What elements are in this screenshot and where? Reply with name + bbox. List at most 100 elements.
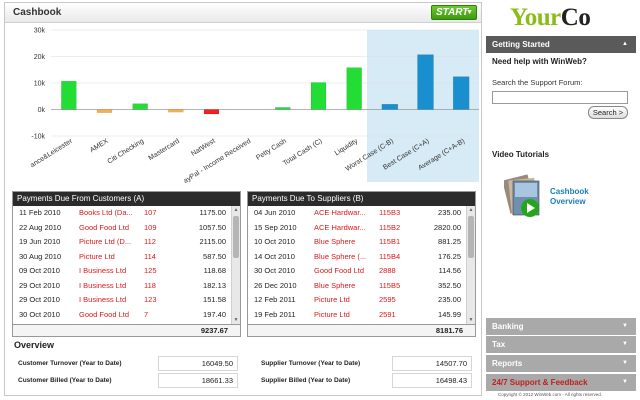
row-name[interactable]: Blue Sphere (... (314, 251, 367, 261)
row-date: 22 Aug 2010 (19, 222, 62, 232)
chart-bar (168, 109, 184, 113)
table-row[interactable]: 30 Oct 2010 Good Food Ltd 7 197.40 (13, 308, 240, 323)
row-name[interactable]: Picture Ltd (D... (79, 237, 132, 246)
search-forum-input[interactable] (492, 91, 628, 104)
row-amount: 118.68 (203, 266, 226, 275)
row-name[interactable]: Books Ltd (Da... (79, 208, 133, 217)
row-ref[interactable]: 115B3 (379, 208, 401, 217)
scroll-down-icon[interactable]: ▼ (468, 317, 474, 323)
chart-bar (132, 103, 148, 110)
chart-bar (61, 80, 77, 110)
start-button[interactable]: START ▼ (431, 5, 477, 20)
table-row[interactable]: 22 Aug 2010 Good Food Ltd 109 1057.50 (13, 221, 240, 236)
table-row[interactable]: 04 Jun 2010 ACE Hardwar... 115B3 235.00 (248, 206, 475, 221)
table-row[interactable]: 11 Feb 2010 Books Ltd (Da... 107 1175.00 (13, 206, 240, 221)
row-date: 26 Dec 2010 (254, 280, 297, 290)
row-ref[interactable]: 107 (144, 208, 157, 217)
customers-table: Payments Due From Customers (A) 11 Feb 2… (12, 191, 241, 337)
supplier-billed-value: 16498.43 (392, 373, 472, 388)
row-name[interactable]: Good Food Ltd (79, 222, 130, 232)
row-ref[interactable]: 109 (144, 222, 157, 232)
row-name[interactable]: Picture Ltd (314, 295, 350, 304)
chart-bar (203, 109, 220, 115)
chart-bar (381, 103, 399, 110)
row-name[interactable]: I Business Ltd (79, 280, 127, 290)
x-tick-label: ance&Leicester (29, 137, 74, 169)
support-feedback-header[interactable]: 24/7 Support & Feedback ▼ (486, 374, 636, 391)
table-row[interactable]: 19 Jun 2010 Picture Ltd (D... 112 2115.00 (13, 235, 240, 250)
row-ref[interactable]: 7 (144, 309, 149, 319)
suppliers-scroll-thumb[interactable] (468, 216, 474, 258)
row-ref[interactable]: 112 (144, 237, 156, 246)
row-name[interactable]: Picture Ltd (79, 251, 115, 261)
row-date: 30 Aug 2010 (19, 251, 62, 261)
customers-scroll-thumb[interactable] (233, 216, 239, 258)
table-row[interactable]: 10 Oct 2010 Blue Sphere 115B1 881.25 (248, 235, 475, 250)
row-ref[interactable]: 2595 (379, 295, 396, 304)
row-amount: 587.50 (203, 251, 226, 261)
table-row[interactable]: 19 Feb 2011 Picture Ltd 2591 145.99 (248, 308, 475, 323)
table-row[interactable]: 14 Oct 2010 Blue Sphere (... 115B4 176.25 (248, 250, 475, 265)
row-amount: 197.40 (203, 309, 226, 319)
row-amount: 151.58 (203, 295, 226, 304)
row-ref[interactable]: 114 (144, 251, 156, 261)
banking-header[interactable]: Banking ▼ (486, 318, 636, 335)
suppliers-scrollbar[interactable]: ▲ ▼ (466, 206, 475, 324)
row-ref[interactable]: 115B4 (379, 251, 401, 261)
row-ref[interactable]: 2591 (379, 309, 396, 319)
row-name[interactable]: Good Food Ltd (314, 266, 365, 275)
row-name[interactable]: ACE Hardwar... (314, 208, 366, 217)
tax-header[interactable]: Tax ▼ (486, 336, 636, 353)
tax-label: Tax (492, 340, 506, 349)
scroll-up-icon[interactable]: ▲ (468, 207, 474, 213)
table-row[interactable]: 26 Dec 2010 Blue Sphere 115B5 352.50 (248, 279, 475, 294)
table-row[interactable]: 30 Aug 2010 Picture Ltd 114 587.50 (13, 250, 240, 265)
customers-table-footer: 9237.67 (13, 324, 240, 336)
row-amount: 176.25 (438, 251, 461, 261)
suppliers-table-title: Payments Due To Suppliers (B) (248, 192, 475, 206)
customer-turnover-value: 16049.50 (158, 356, 238, 371)
copyright-text: Copyright © 2012 WinWeb.com - All rights… (498, 392, 603, 397)
overview-section: Overview Customer Turnover (Year to Date… (12, 340, 477, 395)
reports-header[interactable]: Reports ▼ (486, 355, 636, 372)
row-date: 19 Feb 2011 (254, 309, 296, 319)
row-ref[interactable]: 123 (144, 295, 157, 304)
sidebar: YourCo Getting Started ▲ Need help with … (486, 0, 640, 400)
suppliers-table: Payments Due To Suppliers (B) 04 Jun 201… (247, 191, 476, 337)
getting-started-header[interactable]: Getting Started ▲ (486, 36, 636, 53)
row-date: 30 Oct 2010 (19, 309, 60, 319)
row-name[interactable]: Good Food Ltd (79, 309, 130, 319)
table-row[interactable]: 30 Oct 2010 Good Food Ltd 2888 114.56 (248, 264, 475, 279)
search-button[interactable]: Search > (588, 106, 628, 119)
row-ref[interactable]: 115B2 (379, 222, 401, 232)
getting-started-body: Need help with WinWeb? Search the Suppor… (486, 53, 636, 313)
table-row[interactable]: 29 Oct 2010 I Business Ltd 118 182.13 (13, 279, 240, 294)
y-tick-label: 20k (34, 54, 46, 61)
row-ref[interactable]: 118 (144, 280, 156, 290)
row-name[interactable]: Blue Sphere (314, 237, 356, 246)
scroll-down-icon[interactable]: ▼ (233, 317, 239, 323)
row-name[interactable]: I Business Ltd (79, 295, 127, 304)
row-ref[interactable]: 115B5 (379, 280, 401, 290)
row-ref[interactable]: 125 (144, 266, 157, 275)
row-name[interactable]: ACE Hardwar... (314, 222, 366, 232)
customers-scrollbar[interactable]: ▲ ▼ (231, 206, 240, 324)
row-amount: 1175.00 (199, 208, 226, 217)
table-row[interactable]: 15 Sep 2010 ACE Hardwar... 115B2 2820.00 (248, 221, 475, 236)
row-name[interactable]: Blue Sphere (314, 280, 356, 290)
customer-billed-label: Customer Billed (Year to Date) (18, 377, 112, 384)
row-ref[interactable]: 2888 (379, 266, 396, 275)
video-play-icon[interactable] (504, 173, 546, 219)
table-row[interactable]: 09 Oct 2010 I Business Ltd 125 118.68 (13, 264, 240, 279)
row-name[interactable]: I Business Ltd (79, 266, 127, 275)
search-forum-label: Search the Support Forum: (492, 78, 583, 87)
table-row[interactable]: 29 Oct 2010 I Business Ltd 123 151.58 (13, 293, 240, 308)
row-name[interactable]: Picture Ltd (314, 309, 350, 319)
x-tick-label: NatWest (190, 138, 216, 158)
table-row[interactable]: 12 Feb 2011 Picture Ltd 2595 235.00 (248, 293, 475, 308)
overview-title: Overview (14, 340, 55, 350)
row-ref[interactable]: 115B1 (379, 237, 401, 246)
cashbook-overview-link[interactable]: Cashbook Overview (550, 187, 589, 206)
chart-bar (346, 67, 362, 110)
scroll-up-icon[interactable]: ▲ (233, 207, 239, 213)
